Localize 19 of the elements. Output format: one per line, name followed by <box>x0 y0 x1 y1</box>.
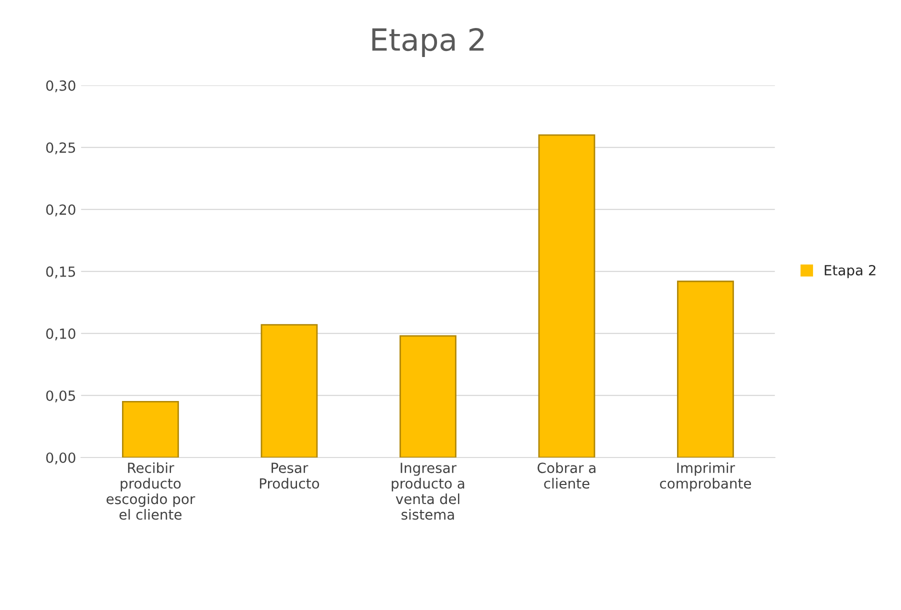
y-tick-label: 0,00 <box>46 452 76 464</box>
x-tick-label: Cobrar a cliente <box>538 462 596 489</box>
chart-title: Etapa 2 <box>372 28 484 58</box>
y-tick-label: 0,15 <box>46 266 76 278</box>
y-tick-label: 0,25 <box>46 142 76 154</box>
x-tick-label: Pesar Producto <box>260 462 320 489</box>
y-tick-label: 0,30 <box>46 80 76 92</box>
legend-label: Etapa 2 <box>824 264 876 278</box>
y-tick-label: 0,20 <box>46 204 76 216</box>
y-tick-label: 0,05 <box>46 390 76 402</box>
bar <box>260 324 318 458</box>
x-tick-label: Ingresar producto a venta del sistema <box>392 462 464 520</box>
y-tick-label: 0,10 <box>46 328 76 340</box>
bar <box>122 400 179 458</box>
bar <box>677 280 734 458</box>
x-tick-label: Recibir producto escogido por el cliente <box>106 462 196 520</box>
x-tick-label: Imprimir comprobante <box>660 462 751 492</box>
bar <box>400 335 456 458</box>
bar <box>538 134 596 458</box>
